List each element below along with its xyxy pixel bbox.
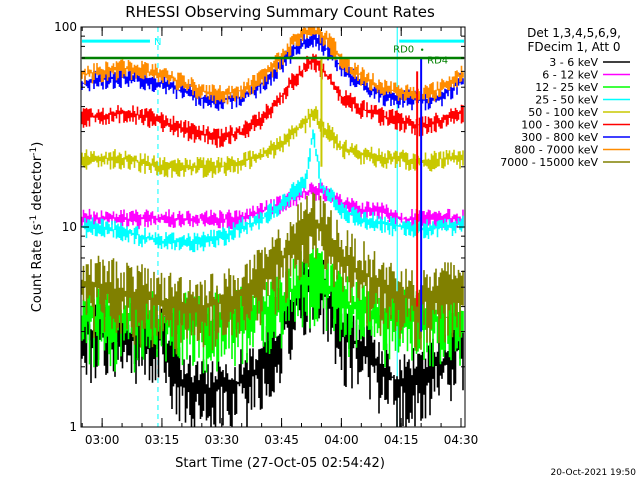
- chart-title: RHESSI Observing Summary Count Rates: [125, 3, 435, 21]
- night-label: N: [154, 37, 161, 48]
- legend-label-5: 100 - 300 keV: [521, 119, 598, 132]
- legend-label-7: 800 - 7000 keV: [514, 144, 598, 157]
- footer-timestamp: 20-Oct-2021 19:50: [551, 468, 637, 478]
- y-axis-label-main: Count Rate (s: [30, 224, 45, 313]
- legend-label-0: 3 - 6 keV: [549, 56, 598, 69]
- x-tick-label-3: 03:45: [264, 433, 299, 447]
- legend-label-2: 12 - 25 keV: [535, 81, 598, 94]
- legend-label-4: 50 - 100 keV: [528, 106, 598, 119]
- y-axis-label-close: ): [30, 142, 45, 147]
- legend: Det 1,3,4,5,6,9, FDecim 1, Att 0 3 - 6 k…: [500, 26, 630, 169]
- x-tick-label-6: 04:30: [444, 433, 479, 447]
- legend-label-1: 6 - 12 keV: [542, 69, 598, 82]
- y-tick-label-1: 10: [62, 220, 77, 234]
- y-axis-label-tail: detector: [30, 155, 45, 215]
- y-tick-label-2: 100: [54, 20, 77, 34]
- legend-label-3: 25 - 50 keV: [535, 94, 598, 107]
- x-tick-label-4: 04:00: [324, 433, 359, 447]
- rd-marker: [420, 48, 424, 51]
- x-tick-label-5: 04:15: [384, 433, 419, 447]
- rd-label-1: RD4: [427, 55, 448, 66]
- x-tick-label-2: 03:30: [204, 433, 239, 447]
- x-axis-label: Start Time (27-Oct-05 02:54:42): [175, 456, 385, 471]
- plot-layer: N RD0 RD4: [80, 27, 466, 427]
- y-axis-ticks: 1 10 100: [54, 20, 465, 434]
- legend-label-8: 7000 - 15000 keV: [500, 156, 598, 169]
- x-tick-label-1: 03:15: [145, 433, 180, 447]
- series-7-trace: [81, 27, 464, 105]
- x-axis-ticks: 03:00 03:15 03:30 03:45 04:00 04:15 04:30: [81, 27, 479, 447]
- rd-label-0: RD0: [393, 45, 414, 56]
- y-axis-label-exponent: -1: [29, 215, 39, 224]
- x-tick-label-0: 03:00: [85, 433, 120, 447]
- series-1: [81, 182, 464, 230]
- legend-header-line-1: Det 1,3,4,5,6,9,: [527, 26, 621, 40]
- series-7: [81, 27, 464, 105]
- series-1-trace: [81, 182, 464, 230]
- y-tick-label-0: 1: [69, 420, 77, 434]
- y-axis-label-exponent-2: -1: [29, 147, 39, 156]
- legend-label-6: 300 - 800 keV: [521, 131, 598, 144]
- y-axis-label: Count Rate (s-1 detector-1): [29, 142, 45, 313]
- legend-header-line-2: FDecim 1, Att 0: [527, 40, 620, 54]
